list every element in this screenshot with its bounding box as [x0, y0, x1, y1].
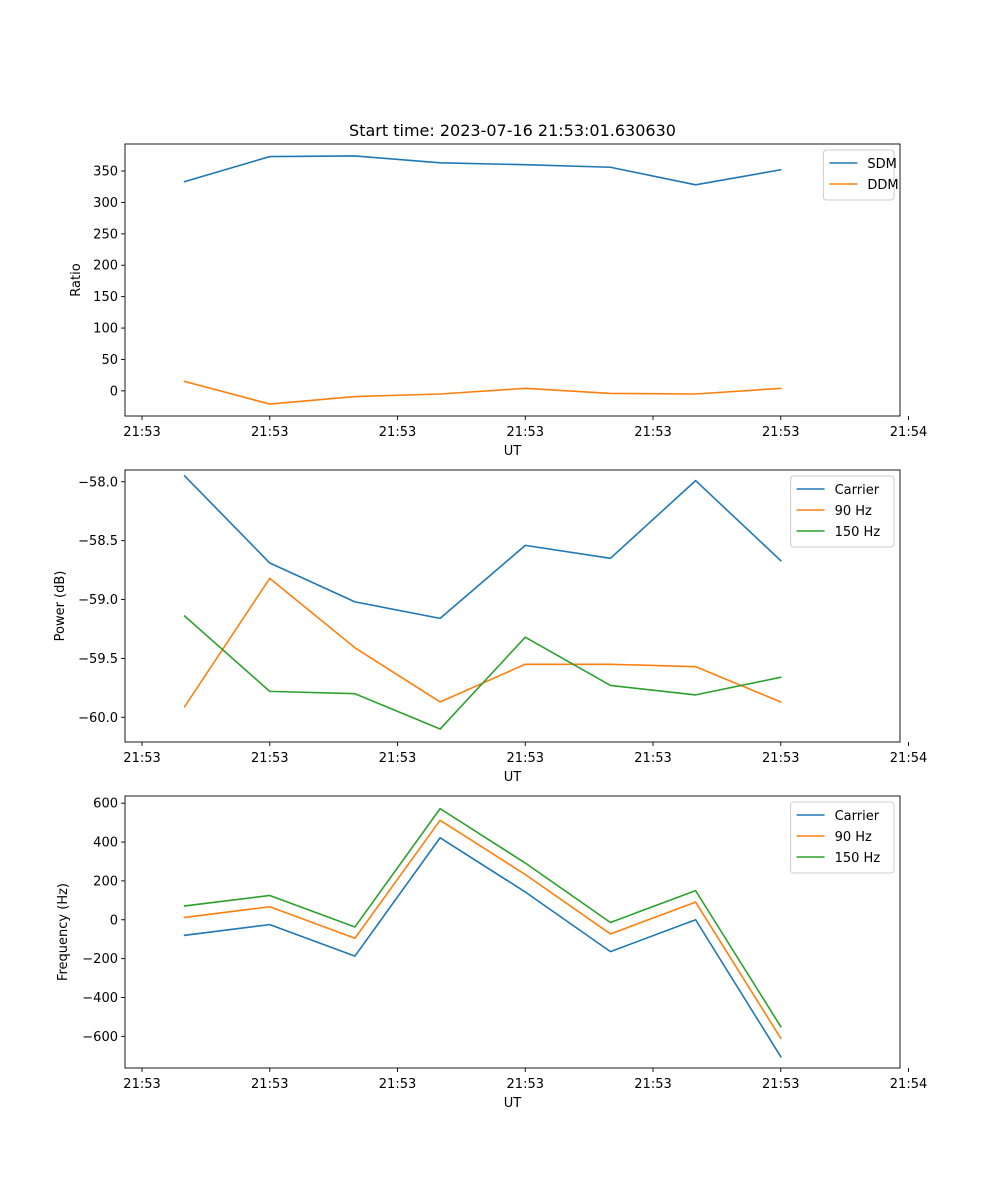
legend-label: 150 Hz	[835, 525, 881, 540]
legend: Carrier 90 Hz 150 Hz	[790, 801, 895, 874]
series-line-carrier	[183, 474, 782, 620]
legend-box	[790, 801, 895, 874]
axes-frame	[124, 795, 901, 1069]
y-tick-label: 200	[93, 874, 118, 889]
y-tick-label: 0	[110, 384, 118, 399]
subplot-1: Start time: 2023-07-16 21:53:01.630630 21…	[69, 121, 927, 459]
x-tick-label: 21:54	[890, 751, 927, 766]
y-tick-label: −200	[82, 952, 118, 967]
chart-title: Start time: 2023-07-16 21:53:01.630630	[349, 121, 676, 140]
x-tick-label: 21:53	[251, 425, 288, 440]
x-tick-label: 21:53	[634, 1077, 671, 1092]
legend: Carrier 90 Hz 150 Hz	[790, 475, 895, 548]
x-tick-label: 21:53	[379, 1077, 416, 1092]
x-tick-label: 21:53	[123, 425, 160, 440]
series-line-90-hz	[183, 819, 782, 1040]
x-axis-label: UT	[504, 444, 522, 459]
y-tick-label: −400	[82, 991, 118, 1006]
subplot-3: 21:53 21:53 21:53 21:53 21:53 21:53 21:54 −600 −…	[56, 795, 927, 1111]
legend-label: 90 Hz	[835, 504, 872, 519]
y-tick-label: 600	[93, 797, 118, 812]
x-tick-label: 21:54	[890, 1077, 927, 1092]
x-axis-label: UT	[504, 1096, 522, 1111]
y-tick-label: −58.5	[78, 534, 118, 549]
series-line-150-hz	[183, 807, 782, 1028]
series-line-ddm	[183, 380, 782, 405]
legend-label: Carrier	[835, 483, 880, 498]
x-tick-label: 21:53	[507, 751, 544, 766]
x-tick-label: 21:53	[379, 751, 416, 766]
y-tick-label: 350	[93, 165, 118, 180]
legend: SDM DDM	[822, 149, 899, 201]
x-tick-label: 21:53	[251, 1077, 288, 1092]
y-tick-label: 400	[93, 836, 118, 851]
y-tick-label: −60.0	[78, 711, 118, 726]
x-tick-label: 21:53	[251, 751, 288, 766]
x-tick-label: 21:53	[762, 1077, 799, 1092]
series-line-90-hz	[183, 577, 782, 708]
y-tick-label: 0	[110, 913, 118, 928]
y-tick-label: 300	[93, 196, 118, 211]
subplot-2: 21:53 21:53 21:53 21:53 21:53 21:53 21:54 −60.0…	[53, 469, 927, 785]
y-tick-label: −58.0	[78, 475, 118, 490]
legend-label: 90 Hz	[835, 830, 872, 845]
y-axis-label: Power (dB)	[53, 571, 68, 642]
axes-frame	[124, 469, 901, 743]
x-tick-label: 21:53	[379, 425, 416, 440]
y-tick-label: 200	[93, 259, 118, 274]
x-tick-label: 21:53	[507, 425, 544, 440]
legend-label: Carrier	[835, 809, 880, 824]
y-axis-label: Ratio	[69, 263, 84, 296]
x-tick-label: 21:53	[123, 1077, 160, 1092]
y-tick-label: −59.0	[78, 593, 118, 608]
x-axis-label: UT	[504, 770, 522, 785]
series-line-sdm	[183, 155, 782, 186]
x-tick-label: 21:53	[634, 751, 671, 766]
y-tick-label: −600	[82, 1030, 118, 1045]
x-tick-label: 21:53	[762, 751, 799, 766]
x-tick-label: 21:53	[507, 1077, 544, 1092]
axes-frame	[124, 143, 901, 417]
x-tick-label: 21:53	[123, 751, 160, 766]
y-tick-label: 50	[101, 353, 118, 368]
legend-box	[790, 475, 895, 548]
y-tick-label: −59.5	[78, 652, 118, 667]
series-line-150-hz	[183, 614, 782, 730]
series-line-carrier	[183, 836, 782, 1058]
x-tick-label: 21:53	[634, 425, 671, 440]
x-tick-label: 21:53	[762, 425, 799, 440]
y-tick-label: 150	[93, 290, 118, 305]
y-axis-label: Frequency (Hz)	[56, 883, 71, 981]
y-tick-label: 100	[93, 322, 118, 337]
legend-label: DDM	[867, 178, 898, 193]
x-tick-label: 21:54	[890, 425, 927, 440]
legend-label: 150 Hz	[835, 851, 881, 866]
y-tick-label: 250	[93, 227, 118, 242]
legend-label: SDM	[867, 157, 896, 172]
